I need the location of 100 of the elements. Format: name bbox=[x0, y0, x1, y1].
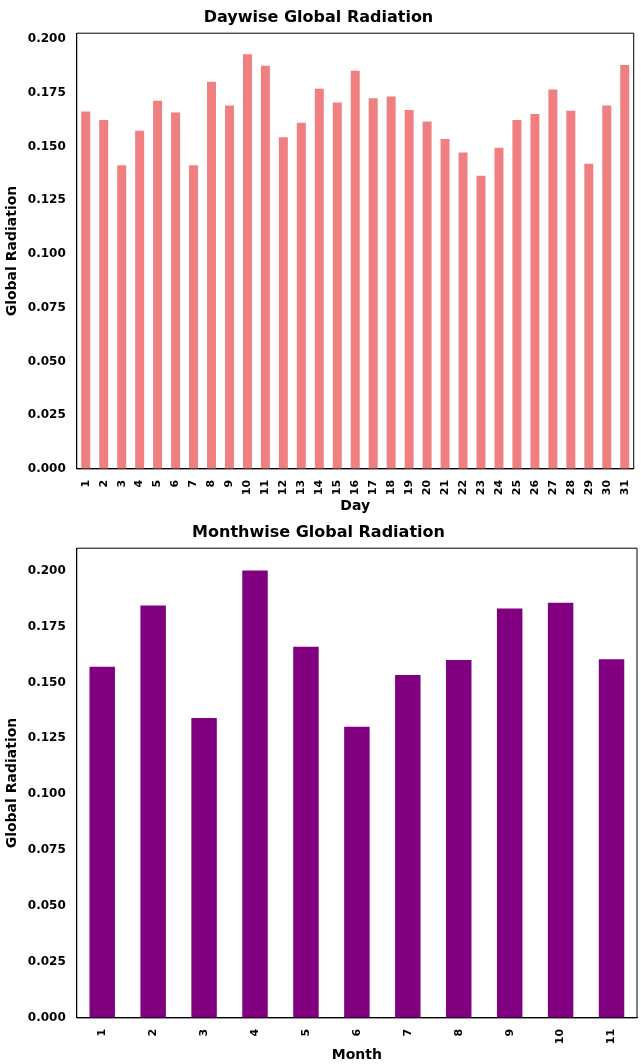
x-axis-title: Day bbox=[340, 497, 371, 514]
x-tick-label: 11 bbox=[258, 479, 272, 496]
x-tick-label: 30 bbox=[599, 479, 613, 496]
bar bbox=[171, 112, 181, 469]
x-tick-label: 27 bbox=[545, 479, 559, 496]
x-tick-label: 25 bbox=[509, 479, 523, 496]
bar bbox=[530, 113, 540, 469]
x-tick-label: 5 bbox=[298, 1028, 312, 1037]
x-tick-label: 14 bbox=[312, 479, 326, 496]
y-tick-label: 0.125 bbox=[27, 730, 66, 745]
x-tick-label: 4 bbox=[132, 479, 146, 488]
x-tick-label: 16 bbox=[348, 479, 362, 496]
x-tick-label: 18 bbox=[384, 479, 398, 496]
bar bbox=[332, 102, 342, 469]
bar bbox=[242, 54, 252, 469]
x-tick-label: 9 bbox=[222, 479, 236, 488]
bar bbox=[191, 717, 217, 1018]
bar bbox=[89, 666, 115, 1018]
bar bbox=[422, 121, 432, 469]
y-tick-label: 0.175 bbox=[27, 85, 66, 100]
x-tick-label: 3 bbox=[114, 479, 128, 488]
y-tick-label: 0.050 bbox=[27, 898, 66, 913]
x-tick-label: 9 bbox=[502, 1028, 516, 1037]
y-tick-label: 0.100 bbox=[27, 246, 66, 261]
bar bbox=[260, 65, 270, 469]
x-tick-label: 24 bbox=[491, 479, 505, 496]
x-tick-label: 26 bbox=[527, 479, 541, 496]
x-tick-label: 2 bbox=[96, 479, 110, 488]
x-tick-label: 8 bbox=[451, 1028, 465, 1037]
x-tick-label: 21 bbox=[437, 479, 451, 496]
x-tick-label: 7 bbox=[186, 479, 200, 488]
y-tick-label: 0.075 bbox=[27, 299, 66, 314]
bar bbox=[566, 110, 576, 469]
y-tick-label: 0.025 bbox=[27, 954, 66, 969]
chart-title: Monthwise Global Radiation bbox=[192, 521, 445, 541]
bar bbox=[296, 122, 306, 469]
bar bbox=[153, 100, 163, 469]
y-tick-label: 0.175 bbox=[27, 618, 66, 633]
y-axis-title: Global Radiation bbox=[3, 717, 20, 849]
bar bbox=[620, 65, 630, 469]
y-axis-title: Global Radiation bbox=[3, 185, 20, 317]
x-tick-label: 2 bbox=[146, 1028, 160, 1037]
bar bbox=[446, 660, 472, 1018]
x-tick-label: 7 bbox=[400, 1028, 414, 1037]
bar bbox=[404, 110, 414, 469]
bar bbox=[344, 726, 370, 1018]
bar bbox=[99, 120, 109, 469]
bar bbox=[458, 152, 468, 469]
x-tick-label: 17 bbox=[366, 479, 380, 496]
bar bbox=[548, 89, 558, 469]
bar bbox=[140, 605, 166, 1018]
y-tick-label: 0.000 bbox=[27, 1010, 66, 1025]
bar bbox=[602, 105, 612, 469]
y-tick-label: 0.200 bbox=[27, 31, 66, 46]
x-tick-label: 1 bbox=[78, 479, 92, 488]
x-tick-label: 12 bbox=[276, 479, 290, 496]
x-tick-label: 4 bbox=[247, 1028, 261, 1037]
x-tick-label: 31 bbox=[617, 479, 631, 496]
x-tick-label: 6 bbox=[168, 479, 182, 488]
y-tick-label: 0.150 bbox=[27, 138, 66, 153]
bar bbox=[440, 138, 450, 469]
x-tick-label: 10 bbox=[553, 1028, 567, 1045]
bar bbox=[496, 608, 523, 1018]
chart-title: Daywise Global Radiation bbox=[203, 6, 434, 26]
x-tick-label: 10 bbox=[240, 479, 254, 496]
x-tick-label: 22 bbox=[455, 479, 469, 496]
bar bbox=[135, 130, 145, 469]
bar bbox=[293, 646, 319, 1018]
bar bbox=[189, 165, 199, 469]
x-tick-label: 13 bbox=[294, 479, 308, 496]
bar bbox=[314, 88, 324, 469]
y-tick-label: 0.050 bbox=[27, 353, 66, 368]
y-tick-label: 0.150 bbox=[27, 674, 66, 689]
y-tick-label: 0.200 bbox=[27, 562, 66, 577]
bar bbox=[368, 98, 378, 469]
x-tick-label: 28 bbox=[563, 479, 577, 496]
bar bbox=[547, 602, 574, 1018]
bar bbox=[81, 111, 91, 469]
bar bbox=[350, 70, 360, 469]
bar bbox=[598, 659, 625, 1018]
bar bbox=[117, 165, 127, 469]
x-tick-label: 5 bbox=[150, 479, 164, 488]
bar bbox=[207, 81, 216, 469]
x-tick-label: 20 bbox=[419, 479, 433, 496]
x-tick-label: 3 bbox=[196, 1028, 210, 1037]
bar bbox=[224, 105, 234, 469]
x-tick-label: 15 bbox=[330, 479, 344, 496]
bar bbox=[278, 137, 288, 469]
x-tick-label: 6 bbox=[349, 1028, 363, 1037]
bar bbox=[386, 96, 396, 469]
bar bbox=[395, 675, 421, 1018]
bar bbox=[242, 570, 268, 1018]
bar bbox=[584, 163, 594, 469]
x-tick-label: 19 bbox=[402, 479, 415, 496]
y-tick-label: 0.125 bbox=[27, 192, 66, 207]
x-tick-label: 11 bbox=[604, 1028, 618, 1045]
y-tick-label: 0.000 bbox=[27, 461, 66, 476]
y-tick-label: 0.100 bbox=[27, 786, 66, 801]
y-tick-label: 0.075 bbox=[27, 842, 66, 857]
x-axis-title: Month bbox=[331, 1046, 382, 1063]
